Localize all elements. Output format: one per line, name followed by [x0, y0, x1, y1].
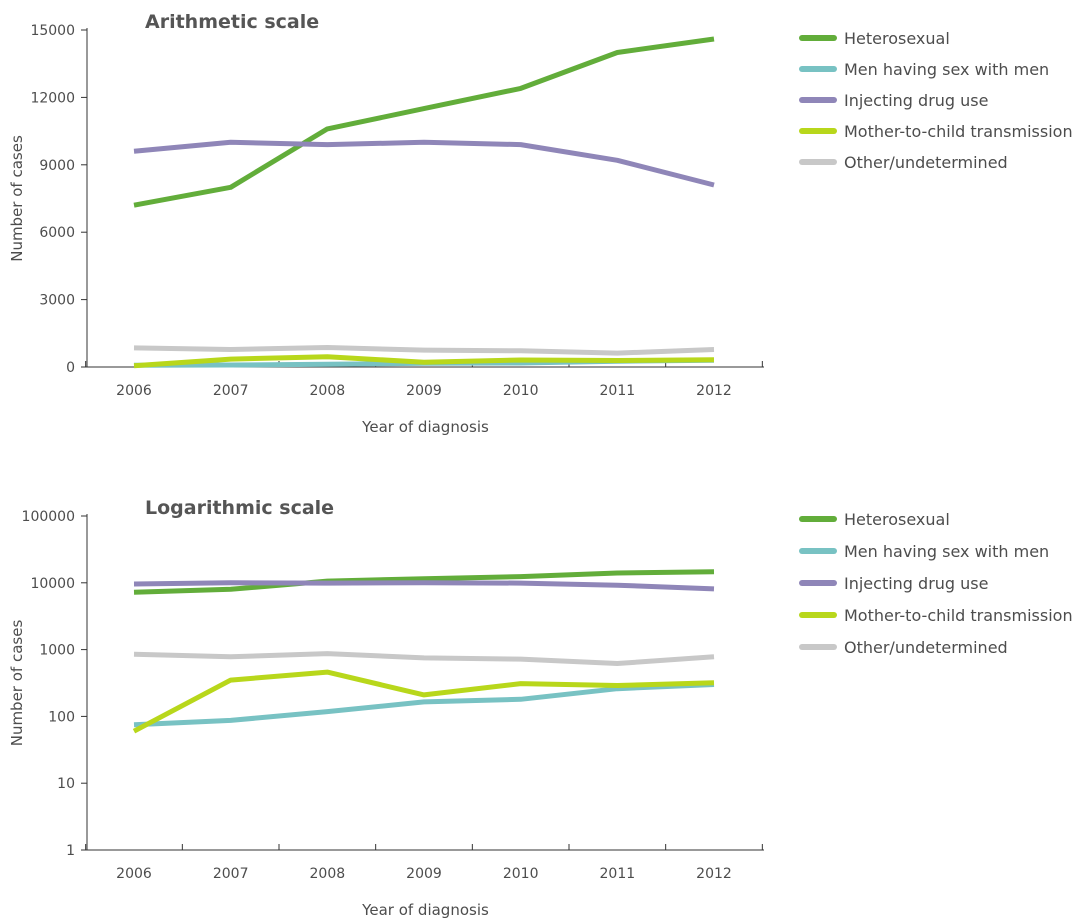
- series-line-injecting-drug-use: [133, 580, 715, 592]
- legend-label-men-having-sex-with-men: Men having sex with men: [844, 60, 1049, 79]
- legend-label-men-having-sex-with-men: Men having sex with men: [844, 542, 1049, 561]
- series-line-injecting-drug-use: [133, 139, 715, 188]
- x-axis-title: Year of diagnosis: [361, 418, 489, 436]
- x-tick-label: 2007: [213, 866, 249, 882]
- y-tick-label: 12000: [30, 90, 75, 106]
- series-line-heterosexual: [133, 569, 715, 595]
- legend-label-mother-to-child-transmission: Mother-to-child transmission: [844, 606, 1073, 625]
- y-tick-label: 0: [66, 360, 75, 376]
- x-tick-label: 2010: [503, 383, 539, 399]
- y-tick-label: 100: [48, 709, 75, 725]
- x-tick-label: 2006: [116, 383, 152, 399]
- y-tick-label: 10: [57, 776, 75, 792]
- x-tick-label: 2006: [116, 866, 152, 882]
- chart-title: Arithmetic scale: [145, 11, 319, 33]
- y-axis-title: Number of cases: [8, 135, 26, 262]
- legend-label-mother-to-child-transmission: Mother-to-child transmission: [844, 122, 1073, 141]
- chart-2: Logarithmic scale 1 10 100 1000 10000 100000 20…: [8, 497, 1073, 919]
- y-tick-label: 10000: [30, 576, 75, 592]
- series-line-other-undetermined: [133, 345, 715, 356]
- x-tick-label: 2011: [600, 383, 636, 399]
- chart-1: Arithmetic scale 0 3000 6000 9000 12000 15000 2…: [8, 11, 1073, 436]
- legend-label-other-undetermined: Other/undetermined: [844, 153, 1008, 172]
- x-tick-label: 2009: [406, 383, 442, 399]
- x-tick-label: 2012: [696, 383, 732, 399]
- series-line-other-undetermined: [133, 651, 715, 666]
- x-tick-label: 2012: [696, 866, 732, 882]
- legend-label-other-undetermined: Other/undetermined: [844, 638, 1008, 657]
- y-tick-label: 1: [66, 843, 75, 859]
- x-tick-label: 2011: [600, 866, 636, 882]
- x-axis-title: Year of diagnosis: [361, 901, 489, 919]
- y-axis-title: Number of cases: [8, 620, 26, 747]
- chart-title: Logarithmic scale: [145, 497, 334, 519]
- series-line-mother-to-child-transmission: [132, 669, 715, 734]
- x-tick-label: 2007: [213, 383, 249, 399]
- series-line-men-having-sex-with-men: [133, 682, 715, 728]
- y-tick-label: 100000: [22, 509, 75, 525]
- legend-label-heterosexual: Heterosexual: [844, 29, 950, 48]
- x-tick-label: 2008: [310, 866, 346, 882]
- legend-label-injecting-drug-use: Injecting drug use: [844, 91, 988, 110]
- series-line-mother-to-child-transmission: [133, 354, 715, 369]
- y-tick-label: 1000: [39, 643, 75, 659]
- x-tick-label: 2008: [310, 383, 346, 399]
- x-tick-label: 2009: [406, 866, 442, 882]
- series-line-heterosexual: [133, 36, 715, 208]
- y-tick-label: 3000: [39, 293, 75, 309]
- y-tick-label: 15000: [30, 23, 75, 39]
- legend-label-heterosexual: Heterosexual: [844, 510, 950, 529]
- x-tick-label: 2010: [503, 866, 539, 882]
- y-tick-label: 6000: [39, 225, 75, 241]
- legend-label-injecting-drug-use: Injecting drug use: [844, 574, 988, 593]
- y-tick-label: 9000: [39, 158, 75, 174]
